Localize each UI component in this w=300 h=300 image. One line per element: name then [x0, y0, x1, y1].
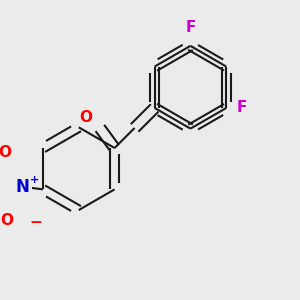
Text: O: O	[0, 145, 11, 160]
Text: +: +	[30, 175, 40, 185]
Text: O: O	[79, 110, 92, 125]
Text: −: −	[29, 215, 42, 230]
Text: O: O	[1, 213, 13, 228]
Text: F: F	[185, 20, 196, 35]
Text: F: F	[237, 100, 247, 116]
Text: N: N	[16, 178, 30, 196]
